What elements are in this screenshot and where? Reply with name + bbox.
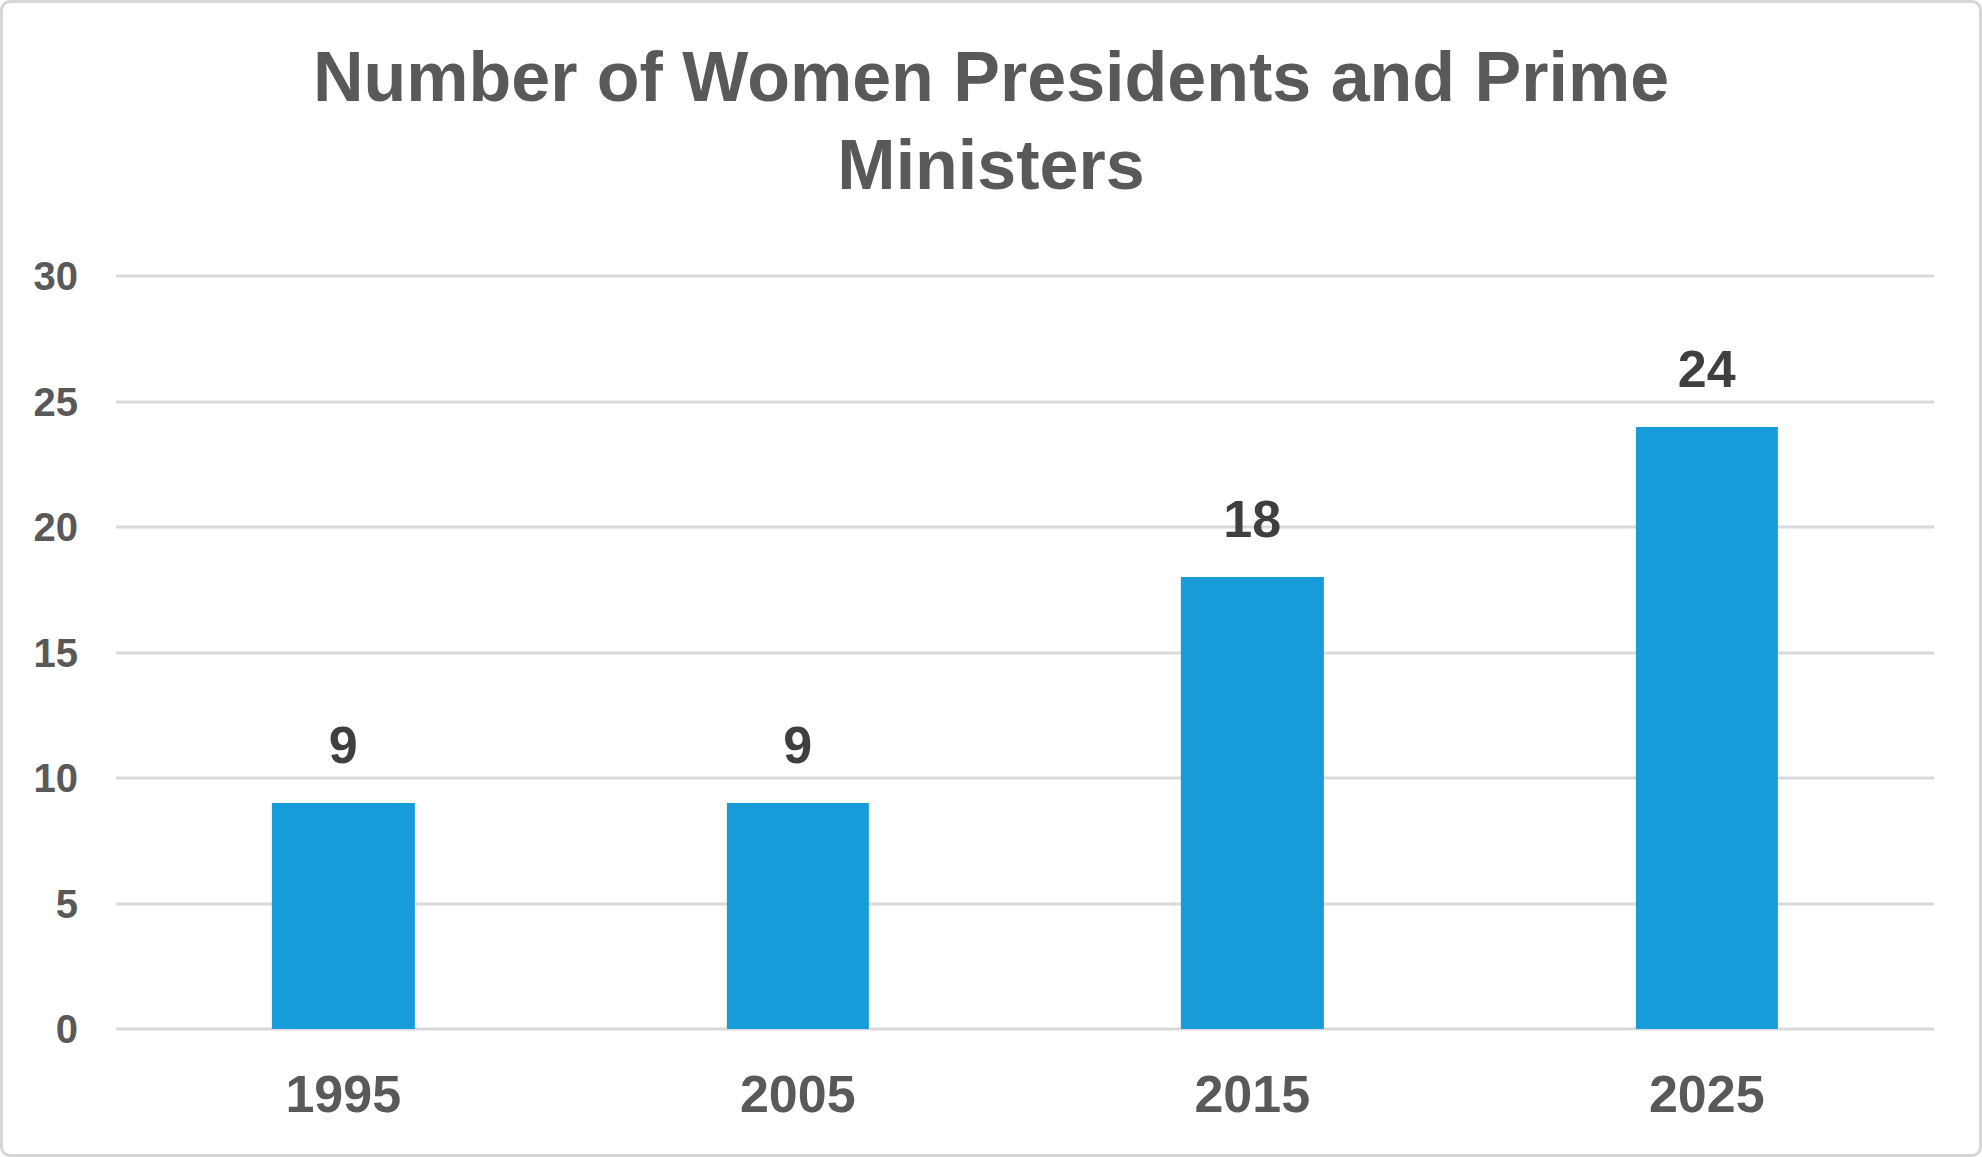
y-tick-label-0: 0 — [56, 1009, 78, 1049]
x-tick-label-2005: 2005 — [571, 1061, 1026, 1127]
bar-cell-2005: 9 — [571, 276, 1026, 1029]
bar-2025 — [1636, 427, 1778, 1029]
y-tick-label-10: 10 — [34, 758, 79, 798]
bar-value-label-1995: 9 — [116, 719, 571, 771]
chart-title: Number of Women Presidents and Prime Min… — [261, 33, 1721, 209]
chart-title-wrap: Number of Women Presidents and Prime Min… — [3, 33, 1979, 209]
bar-2015 — [1181, 577, 1323, 1029]
bar-cell-2015: 18 — [1025, 276, 1480, 1029]
y-tick-label-20: 20 — [34, 507, 79, 547]
x-tick-label-2025: 2025 — [1480, 1061, 1935, 1127]
bars-layer: 99 18 24 — [116, 276, 1934, 1029]
bar-2005 — [727, 803, 869, 1029]
bar-cell-2025: 24 — [1480, 276, 1935, 1029]
bar-value-label-2015: 18 — [1025, 493, 1480, 545]
x-axis-tick-labels: 1995200520152025 — [116, 1061, 1934, 1127]
bar-cell-1995: 9 — [116, 276, 571, 1029]
x-tick-label-1995: 1995 — [116, 1061, 571, 1127]
y-tick-label-15: 15 — [34, 633, 79, 673]
bar-value-label-2025: 24 — [1480, 343, 1935, 395]
plot-area: 051015202530 991824 — [116, 276, 1934, 1029]
chart-frame: Number of Women Presidents and Prime Min… — [0, 0, 1982, 1157]
bar-1995 — [272, 803, 414, 1029]
x-tick-label-2015: 2015 — [1025, 1061, 1480, 1127]
y-tick-label-25: 25 — [34, 382, 79, 422]
bar-value-label-2005: 9 — [571, 719, 1026, 771]
y-tick-label-30: 30 — [34, 256, 79, 296]
y-tick-label-5: 5 — [56, 884, 78, 924]
